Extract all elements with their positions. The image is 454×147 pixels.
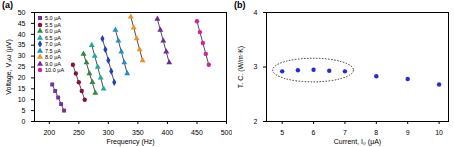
html-text:(b): (b) <box>234 0 246 10</box>
svg-text:35: 35 <box>18 41 26 48</box>
svg-text:40: 40 <box>18 31 26 38</box>
svg-text:350: 350 <box>132 129 144 136</box>
svg-text:7: 7 <box>343 129 347 136</box>
svg-text:10: 10 <box>435 129 443 136</box>
svg-text:200: 200 <box>43 129 55 136</box>
svg-text:3: 3 <box>254 63 258 70</box>
html-text:9.0 μA: 9.0 μA <box>45 60 61 67</box>
html-text:5.5 μA: 5.5 μA <box>45 21 61 28</box>
svg-text:0: 0 <box>22 118 26 125</box>
svg-text:Voltage, V₃ω (μV): Voltage, V₃ω (μV) <box>5 39 13 95</box>
svg-text:4: 4 <box>254 9 258 16</box>
svg-text:50: 50 <box>18 9 26 16</box>
svg-text:8: 8 <box>374 129 378 136</box>
svg-text:25: 25 <box>18 63 26 70</box>
svg-text:15: 15 <box>18 85 26 92</box>
svg-text:250: 250 <box>73 129 85 136</box>
html-text:5.0 μA: 5.0 μA <box>45 15 61 21</box>
html-text:8.0 μA: 8.0 μA <box>45 54 61 60</box>
svg-text:2: 2 <box>254 118 258 125</box>
svg-text:400: 400 <box>162 129 174 136</box>
html-text:10.0 μA: 10.0 μA <box>45 67 65 73</box>
html-text:(a): (a) <box>2 0 13 10</box>
svg-text:5: 5 <box>280 129 284 136</box>
svg-text:450: 450 <box>191 129 203 136</box>
svg-text:T. C. (W/m·K): T. C. (W/m·K) <box>237 46 245 88</box>
svg-text:300: 300 <box>103 129 115 136</box>
svg-text:20: 20 <box>18 74 26 81</box>
svg-text:10: 10 <box>18 96 26 103</box>
svg-text:Current, I₀ (μA): Current, I₀ (μA) <box>334 138 381 146</box>
svg-text:9: 9 <box>406 129 410 136</box>
svg-text:6: 6 <box>312 129 316 136</box>
html-text:6.5 μA: 6.5 μA <box>45 34 61 41</box>
svg-text:30: 30 <box>18 52 26 59</box>
html-text:7.5 μA: 7.5 μA <box>45 47 61 54</box>
html-text:7.0 μA: 7.0 μA <box>45 41 61 47</box>
svg-text:500: 500 <box>221 129 232 136</box>
html-text:6.0 μA: 6.0 μA <box>45 28 61 34</box>
svg-text:5: 5 <box>22 107 26 114</box>
svg-text:45: 45 <box>18 20 26 27</box>
svg-text:Frequency (Hz): Frequency (Hz) <box>106 138 154 146</box>
